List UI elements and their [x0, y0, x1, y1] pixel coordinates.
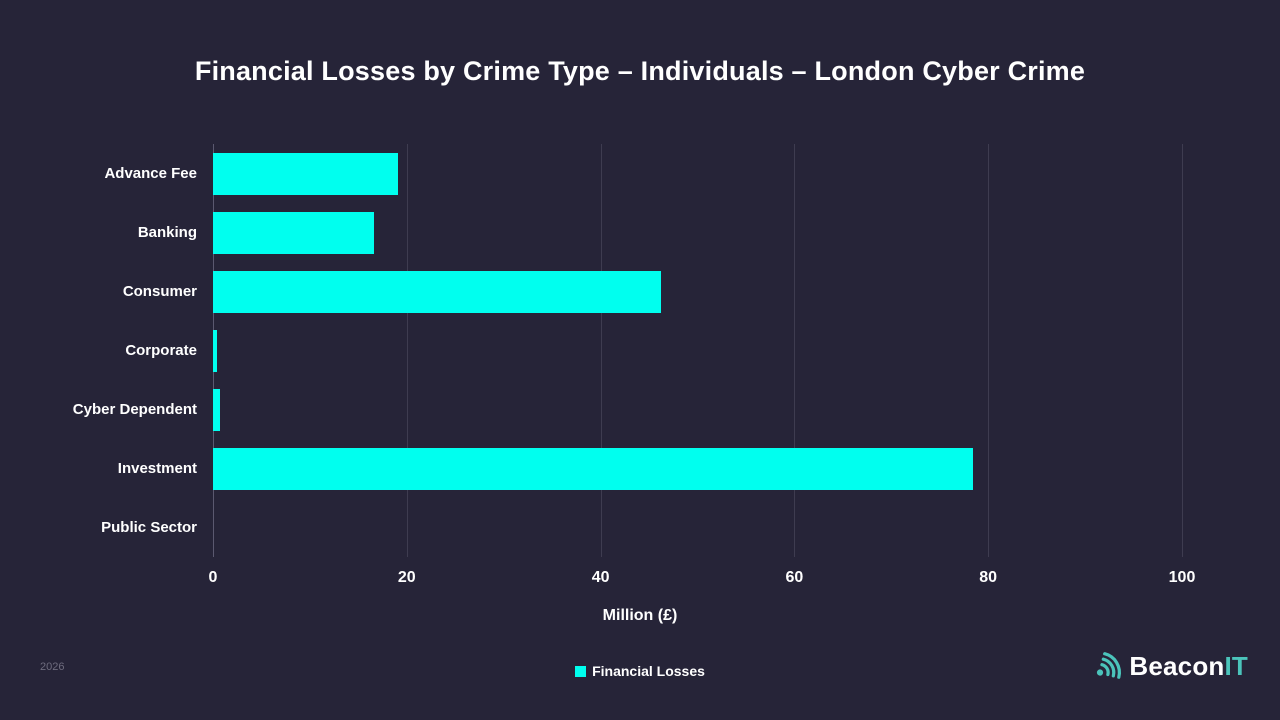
- category-label: Cyber Dependent: [72, 400, 197, 418]
- category-label: Investment: [117, 459, 197, 477]
- bar-corporate[interactable]: [213, 329, 217, 372]
- category-label: Corporate: [125, 341, 197, 359]
- brand-name: BeaconIT: [1129, 651, 1248, 682]
- x-axis-title: Million (£): [602, 607, 678, 624]
- category-label: Consumer: [122, 282, 197, 300]
- x-tick-label: 0: [208, 569, 218, 586]
- x-tick-label: 100: [1168, 569, 1196, 586]
- brand-name-primary: Beacon: [1129, 650, 1225, 681]
- legend-item-financial-losses[interactable]: Financial Losses: [0, 661, 1280, 681]
- category-label: Banking: [137, 223, 197, 241]
- category-label: Advance Fee: [104, 164, 197, 182]
- x-tick-label: 40: [591, 569, 610, 586]
- x-tick-label: 20: [397, 569, 416, 586]
- legend-swatch: [575, 665, 587, 677]
- gridline: [1182, 144, 1183, 557]
- x-tick-label: 60: [785, 569, 804, 586]
- brand-name-accent: IT: [1224, 650, 1248, 681]
- bar-banking[interactable]: [213, 211, 374, 254]
- bar-investment[interactable]: [213, 447, 973, 490]
- beacon-signal-icon: [1097, 652, 1122, 679]
- year-label: 2026: [40, 661, 65, 673]
- x-tick-label: 80: [979, 569, 998, 586]
- gridline: [406, 144, 408, 557]
- bar-cyber-dependent[interactable]: [213, 388, 220, 431]
- gridline: [794, 144, 796, 557]
- plot-area: [213, 144, 1183, 557]
- chart-title: Financial Losses by Crime Type – Individ…: [194, 56, 1086, 86]
- category-label: Public Sector: [101, 518, 197, 536]
- bar-consumer[interactable]: [213, 270, 661, 313]
- gridline: [600, 144, 602, 557]
- legend-label: Financial Losses: [592, 663, 705, 679]
- brand-logo: BeaconIT: [1095, 650, 1248, 682]
- gridline: [988, 144, 990, 557]
- y-axis-category-labels: Advance Fee Banking Consumer Corporate Cyber…: [0, 144, 197, 557]
- bar-advance-fee[interactable]: [213, 152, 399, 195]
- x-axis-tick-labels: 0 20 40 60 80 100: [0, 568, 1280, 588]
